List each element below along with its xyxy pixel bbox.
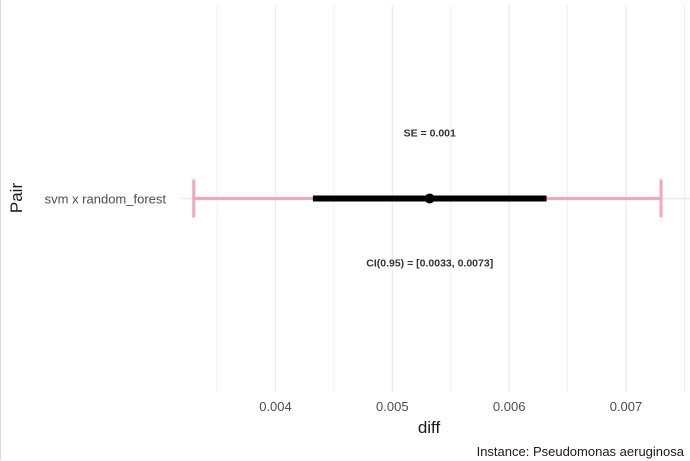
y-tick-label: svm x random_forest (45, 192, 167, 207)
x-tick-label: 0.006 (493, 399, 526, 414)
se-annotation: SE = 0.001 (404, 128, 456, 140)
x-axis-title: diff (418, 418, 441, 437)
x-tick-label: 0.007 (610, 399, 643, 414)
point-estimate (424, 193, 435, 204)
estimate-marks (192, 179, 663, 218)
y-axis-title: Pair (7, 183, 26, 214)
annotations: SE = 0.001 CI(0.95) = [0.0033, 0.0073] (366, 128, 493, 270)
y-tick-labels: svm x random_forest (45, 192, 167, 207)
instance-caption: Instance: Pseudomonas aeruginosa (477, 444, 685, 459)
x-tick-label: 0.004 (259, 399, 292, 414)
ci-annotation: CI(0.95) = [0.0033, 0.0073] (366, 258, 493, 270)
x-tick-label: 0.005 (376, 399, 409, 414)
x-tick-labels: 0.004 0.005 0.006 0.007 (259, 399, 642, 414)
